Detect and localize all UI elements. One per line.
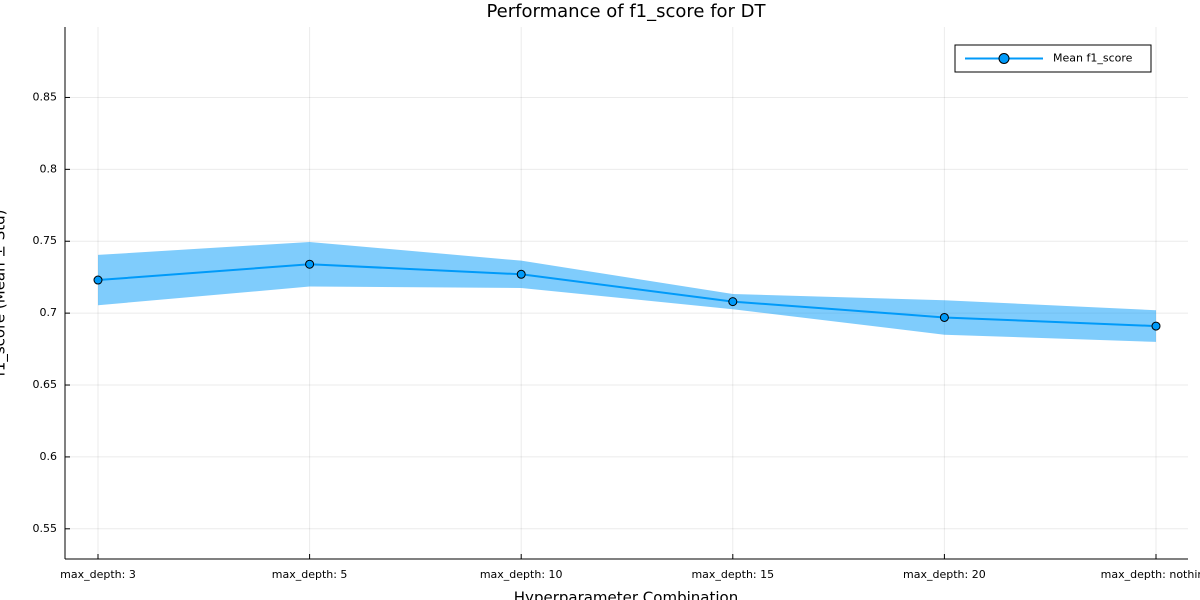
chart-title: Performance of f1_score for DT: [486, 1, 766, 22]
y-tick-label: 0.6: [40, 450, 58, 463]
x-tick-label: max_depth: 10: [480, 568, 563, 581]
data-point: [516, 269, 526, 279]
y-tick-label: 0.85: [33, 90, 58, 103]
data-point: [305, 259, 315, 269]
data-point: [939, 312, 949, 322]
y-tick-label: 0.8: [40, 162, 58, 175]
legend-marker: [998, 53, 1010, 64]
x-tick-label: max_depth: 5: [272, 568, 348, 581]
y-tick-label: 0.7: [40, 306, 58, 319]
data-point: [728, 297, 738, 307]
x-tick-label: max_depth: 20: [903, 568, 986, 581]
std-band: [98, 241, 1156, 342]
data-point: [1151, 321, 1161, 331]
x-tick-label: max_depth: 3: [60, 568, 136, 581]
x-axis-label: Hyperparameter Combination: [514, 589, 738, 600]
legend-label: Mean f1_score: [1053, 52, 1133, 65]
y-tick-label: 0.55: [33, 522, 58, 535]
y-tick-label: 0.75: [33, 234, 58, 247]
data-point: [93, 275, 103, 285]
y-axis-label: f1_score (Mean ± Std): [0, 210, 10, 377]
x-tick-label: max_depth: 15: [691, 568, 774, 581]
y-tick-label: 0.65: [33, 378, 58, 391]
x-tick-label: max_depth: nothing: [1101, 568, 1200, 581]
mean-line: [97, 263, 1157, 328]
